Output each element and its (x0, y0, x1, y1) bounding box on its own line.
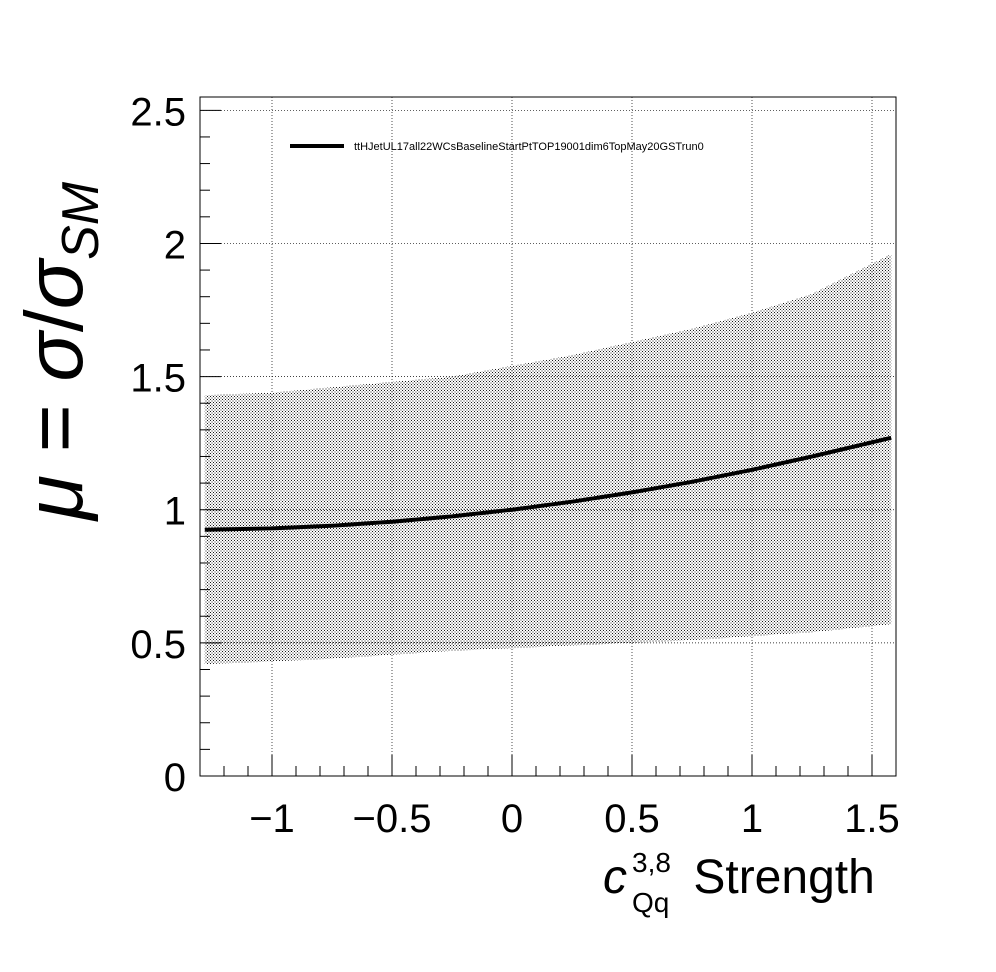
y-axis-sigma: σ (9, 329, 100, 382)
y-tick-label: 2 (164, 223, 186, 267)
uncertainty-band-area (204, 254, 892, 665)
plot-frame (199, 96, 897, 777)
x-tick-label: −0.5 (353, 797, 432, 841)
y-tick-label: 0 (164, 756, 186, 800)
y-axis-equals: = (9, 382, 100, 475)
y-axis-mu: μ (9, 475, 100, 522)
x-tick-label: 1 (741, 797, 763, 841)
y-axis-sigma-sm: σ (9, 256, 100, 309)
tick-labels: −1 −0.5 0 0.5 1 1.5 0 0.5 1 1.5 2 2.5 (130, 90, 899, 841)
y-tick-label: 1.5 (130, 357, 186, 401)
series-lines (204, 435, 892, 532)
legend-label: ttHJetUL17all22WCsBaselineStartPtTOP1900… (354, 141, 704, 153)
uncertainty-band (204, 254, 892, 665)
x-tick-label: 1.5 (844, 797, 900, 841)
x-tick-label: −1 (249, 797, 295, 841)
series-line (204, 435, 892, 532)
y-axis-title: μ = σ/σSM (9, 181, 110, 522)
y-axis-slash: / (9, 309, 100, 332)
x-axis-subscript: Qq (632, 887, 669, 918)
y-axis-sm-subscript: SM (52, 181, 110, 260)
legend: ttHJetUL17all22WCsBaselineStartPtTOP1900… (290, 141, 704, 153)
x-axis-title: c (603, 851, 627, 904)
y-tick-label: 2.5 (130, 90, 186, 134)
y-tick-label: 0.5 (130, 623, 186, 667)
x-axis-symbol: c (603, 851, 627, 904)
x-axis-superscript: 3,8 (632, 847, 671, 878)
x-tick-label: 0.5 (604, 797, 660, 841)
x-tick-label: 0 (501, 797, 523, 841)
x-axis-suffix: Strength (680, 851, 875, 904)
y-tick-label: 1 (164, 490, 186, 534)
axis-ticks (199, 109, 897, 777)
